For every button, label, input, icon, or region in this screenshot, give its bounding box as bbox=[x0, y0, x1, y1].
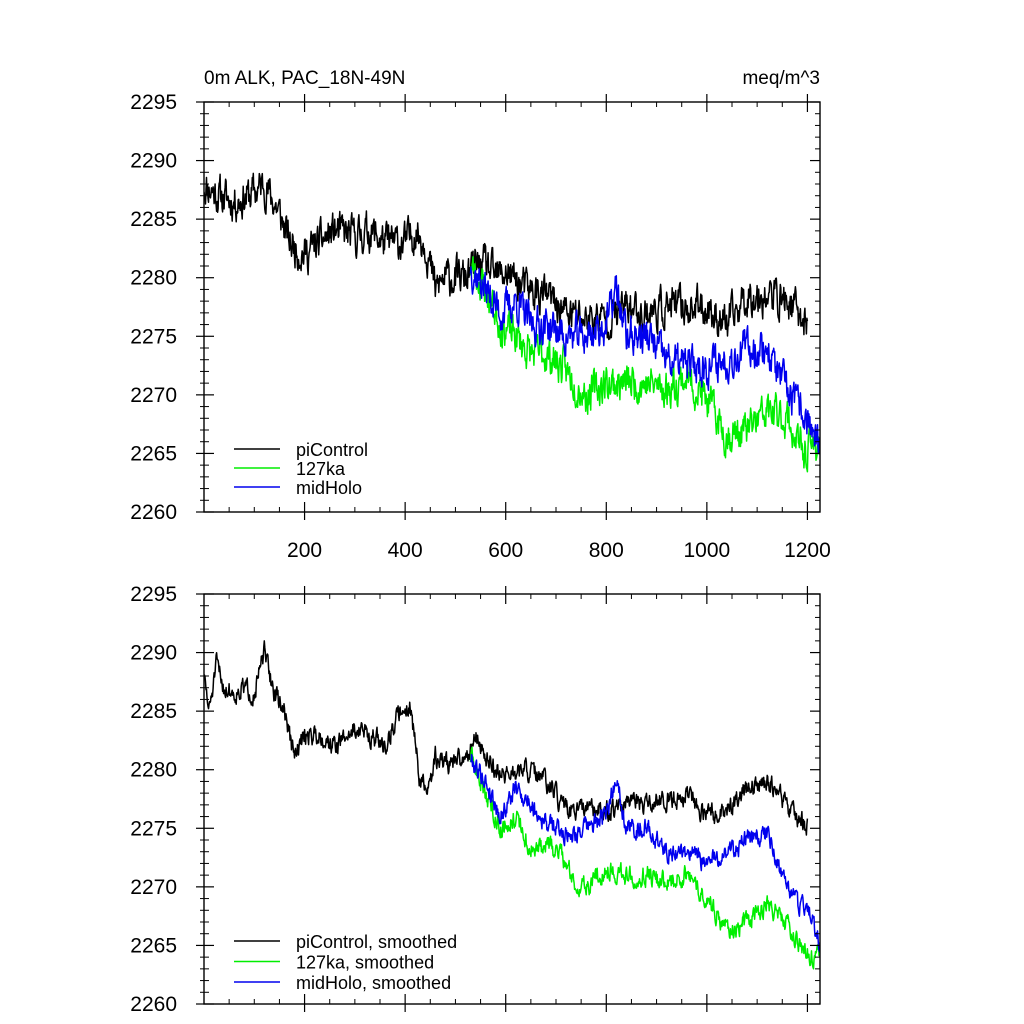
top-xtick-label: 200 bbox=[287, 539, 322, 562]
top-title-right: meq/m^3 bbox=[742, 68, 820, 89]
top-series-lines bbox=[204, 172, 820, 473]
bottom-plot-frame bbox=[203, 593, 821, 1005]
top-ytick-label: 2290 bbox=[130, 150, 177, 173]
top-xtick-label: 600 bbox=[488, 539, 523, 562]
top-plot-frame bbox=[203, 101, 821, 513]
bottom-legend-label-2: 127ka, smoothed bbox=[296, 953, 434, 973]
bottom-legend-label-1: piControl, smoothed bbox=[296, 932, 457, 952]
top-ytick-label: 2295 bbox=[130, 91, 177, 114]
top-xtick-label: 1000 bbox=[683, 539, 730, 562]
bottom-panel: 2260 2265 2270 2275 2280 2285 2290 2295 piContr… bbox=[130, 583, 821, 1016]
bottom-series-line-3 bbox=[470, 753, 820, 953]
top-ytick-label: 2270 bbox=[130, 384, 177, 407]
top-title-left: 0m ALK, PAC_18N-49N bbox=[204, 68, 405, 89]
bottom-ytick-label: 2260 bbox=[130, 993, 177, 1016]
bottom-ytick-label: 2285 bbox=[130, 700, 177, 723]
top-xtick-label: 1200 bbox=[784, 539, 831, 562]
bottom-ytick-label: 2265 bbox=[130, 934, 177, 957]
top-panel: 0m ALK, PAC_18N-49N meq/m^3 2260 2265 2270… bbox=[130, 68, 831, 562]
bottom-ytick-label: 2295 bbox=[130, 583, 177, 606]
top-legend-label-2: 127ka bbox=[296, 459, 346, 479]
top-legend-label-1: piControl bbox=[296, 440, 368, 460]
bottom-series-line-2 bbox=[469, 746, 820, 970]
top-series-line-1 bbox=[204, 172, 809, 341]
top-series-line-2 bbox=[469, 256, 820, 473]
bottom-series-line-1 bbox=[204, 640, 809, 836]
bottom-series-lines bbox=[204, 640, 820, 970]
top-xtick-label: 400 bbox=[388, 539, 423, 562]
bottom-ytick-label: 2280 bbox=[130, 759, 177, 782]
top-legend-label-3: midHolo bbox=[296, 478, 362, 498]
top-ytick-label: 2260 bbox=[130, 501, 177, 524]
bottom-ytick-label: 2270 bbox=[130, 876, 177, 899]
bottom-ytick-label: 2290 bbox=[130, 642, 177, 665]
top-axes: 2260 2265 2270 2275 2280 2285 2290 2295 200 400 60… bbox=[130, 91, 831, 562]
top-ytick-label: 2265 bbox=[130, 442, 177, 465]
top-ytick-label: 2285 bbox=[130, 208, 177, 231]
top-series-line-3 bbox=[469, 266, 820, 455]
bottom-ytick-label: 2275 bbox=[130, 817, 177, 840]
top-ytick-label: 2280 bbox=[130, 267, 177, 290]
bottom-legend-label-3: midHolo, smoothed bbox=[296, 973, 451, 993]
top-ytick-label: 2275 bbox=[130, 325, 177, 348]
top-xtick-label: 800 bbox=[589, 539, 624, 562]
bottom-axes: 2260 2265 2270 2275 2280 2285 2290 2295 bbox=[130, 583, 820, 1016]
